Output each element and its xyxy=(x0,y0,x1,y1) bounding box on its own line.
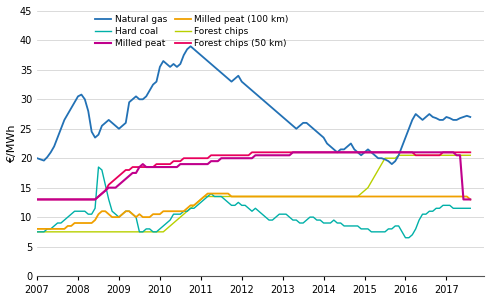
Y-axis label: €/MWh: €/MWh xyxy=(7,124,17,163)
Hard coal xyxy=(215,195,221,198)
Milled peat (100 km) xyxy=(194,201,200,204)
Forest chips xyxy=(259,195,265,198)
Forest chips xyxy=(212,195,218,198)
Forest chips xyxy=(194,201,200,204)
Milled peat (100 km) xyxy=(409,195,415,198)
Milled peat (100 km) xyxy=(140,215,146,219)
Forest chips (50 km) xyxy=(450,150,456,154)
Natural gas xyxy=(198,53,204,57)
Hard coal xyxy=(198,201,204,204)
Line: Hard coal: Hard coal xyxy=(37,167,470,238)
Forest chips xyxy=(409,153,415,157)
Forest chips (50 km) xyxy=(467,150,473,154)
Hard coal xyxy=(263,215,269,219)
Hard coal xyxy=(403,236,409,239)
Hard coal xyxy=(454,207,460,210)
Forest chips xyxy=(140,230,146,234)
Natural gas xyxy=(215,68,221,72)
Forest chips (50 km) xyxy=(212,153,218,157)
Forest chips (50 km) xyxy=(263,150,269,154)
Hard coal xyxy=(96,165,102,169)
Natural gas xyxy=(34,156,40,160)
Forest chips (50 km) xyxy=(34,198,40,201)
Milled peat xyxy=(467,198,473,201)
Hard coal xyxy=(413,227,419,231)
Natural gas xyxy=(454,118,460,122)
Forest chips (50 km) xyxy=(140,165,146,169)
Forest chips xyxy=(467,153,473,157)
Milled peat xyxy=(259,153,265,157)
Milled peat xyxy=(34,198,40,201)
Milled peat (100 km) xyxy=(205,192,211,195)
Milled peat (100 km) xyxy=(215,192,221,195)
Line: Forest chips: Forest chips xyxy=(37,155,470,232)
Milled peat xyxy=(409,150,415,154)
Milled peat (100 km) xyxy=(450,195,456,198)
Forest chips (50 km) xyxy=(249,150,255,154)
Line: Forest chips (50 km): Forest chips (50 km) xyxy=(37,152,470,199)
Forest chips xyxy=(34,230,40,234)
Legend: Natural gas, Hard coal, Milled peat, Milled peat (100 km), Forest chips, Forest : Natural gas, Hard coal, Milled peat, Mil… xyxy=(95,15,289,48)
Line: Natural gas: Natural gas xyxy=(37,46,470,164)
Milled peat xyxy=(194,162,200,166)
Natural gas xyxy=(140,98,146,101)
Natural gas xyxy=(188,44,193,48)
Line: Milled peat: Milled peat xyxy=(37,152,470,199)
Hard coal xyxy=(467,207,473,210)
Natural gas xyxy=(467,115,473,119)
Natural gas xyxy=(389,162,395,166)
Natural gas xyxy=(413,112,419,116)
Forest chips xyxy=(450,153,456,157)
Forest chips xyxy=(396,153,402,157)
Forest chips (50 km) xyxy=(194,156,200,160)
Milled peat xyxy=(450,150,456,154)
Milled peat (100 km) xyxy=(467,198,473,201)
Milled peat (100 km) xyxy=(263,195,269,198)
Hard coal xyxy=(34,230,40,234)
Milled peat (100 km) xyxy=(34,227,40,231)
Natural gas xyxy=(263,101,269,104)
Milled peat xyxy=(212,159,218,163)
Forest chips (50 km) xyxy=(409,150,415,154)
Milled peat xyxy=(290,150,296,154)
Milled peat xyxy=(140,162,146,166)
Line: Milled peat (100 km): Milled peat (100 km) xyxy=(37,194,470,229)
Hard coal xyxy=(143,227,149,231)
